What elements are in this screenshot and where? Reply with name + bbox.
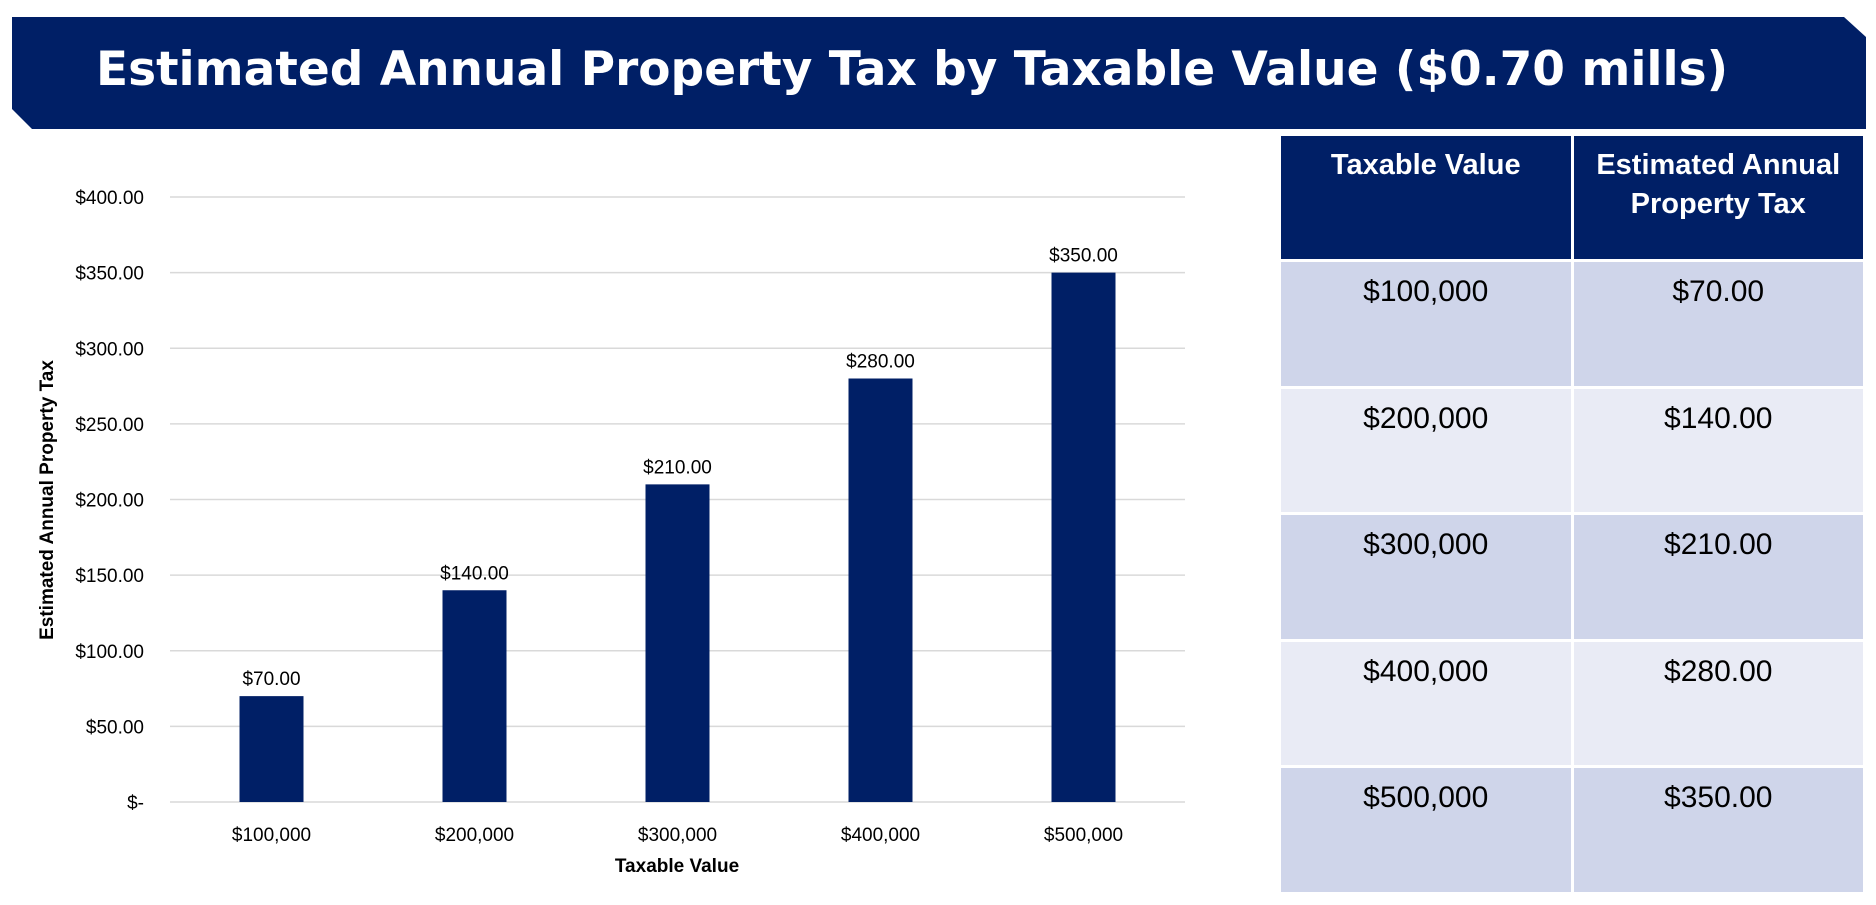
y-tick-label: $250.00 xyxy=(75,415,144,436)
y-tick-label: $150.00 xyxy=(75,566,144,587)
header-taxable-value: Taxable Value xyxy=(1278,133,1574,262)
y-tick-label: $- xyxy=(127,793,144,814)
y-axis-title: Estimated Annual Property Tax xyxy=(37,360,58,640)
y-axis-ticks: $- $50.00 $100.00 $150.00 $200.00 $250.00 $300… xyxy=(75,188,144,814)
y-tick-label: $50.00 xyxy=(86,717,144,738)
title-banner: Estimated Annual Property Tax by Taxable… xyxy=(12,17,1866,129)
bar xyxy=(848,378,913,802)
cell-estimated-tax: $70.00 xyxy=(1570,259,1866,389)
data-label: $210.00 xyxy=(643,457,712,478)
table-row: $100,000 $70.00 xyxy=(1278,259,1866,389)
data-label: $280.00 xyxy=(846,352,915,373)
y-tick-label: $350.00 xyxy=(75,264,144,285)
y-tick-label: $200.00 xyxy=(75,491,144,512)
x-tick-label: $200,000 xyxy=(435,825,514,846)
x-tick-label: $500,000 xyxy=(1044,825,1123,846)
header-estimated-tax: Estimated Annual Property Tax xyxy=(1570,133,1866,262)
bar xyxy=(239,696,304,802)
table-row: $400,000 $280.00 xyxy=(1278,638,1866,769)
cell-taxable-value: $500,000 xyxy=(1278,765,1574,895)
bar xyxy=(442,590,507,802)
cell-estimated-tax: $210.00 xyxy=(1570,512,1866,642)
chart-data-labels: $70.00 $140.00 $210.00 $280.00 $350.00 xyxy=(242,246,1117,691)
x-tick-label: $300,000 xyxy=(638,825,717,846)
x-axis-ticks: $100,000 $200,000 $300,000 $400,000 $500,000 xyxy=(232,825,1123,846)
tax-table-container: Taxable Value Estimated Annual Property … xyxy=(1278,133,1866,895)
y-tick-label: $400.00 xyxy=(75,188,144,209)
cell-taxable-value: $100,000 xyxy=(1278,259,1574,389)
table-row: $200,000 $140.00 xyxy=(1278,385,1866,516)
cell-taxable-value: $200,000 xyxy=(1278,385,1574,516)
y-tick-label: $100.00 xyxy=(75,642,144,663)
y-tick-label: $300.00 xyxy=(75,339,144,360)
page-title: Estimated Annual Property Tax by Taxable… xyxy=(96,42,1729,97)
bar xyxy=(1051,272,1116,802)
tax-table: Taxable Value Estimated Annual Property … xyxy=(1278,133,1866,895)
cell-taxable-value: $400,000 xyxy=(1278,638,1574,769)
x-axis-title: Taxable Value xyxy=(615,856,739,877)
table-row: $300,000 $210.00 xyxy=(1278,512,1866,642)
x-tick-label: $400,000 xyxy=(841,825,920,846)
table-header-row: Taxable Value Estimated Annual Property … xyxy=(1278,133,1866,262)
cell-taxable-value: $300,000 xyxy=(1278,512,1574,642)
cell-estimated-tax: $280.00 xyxy=(1570,638,1866,769)
cell-estimated-tax: $140.00 xyxy=(1570,385,1866,516)
bar xyxy=(645,484,710,802)
data-label: $350.00 xyxy=(1049,246,1118,267)
data-label: $140.00 xyxy=(440,563,509,584)
bar-chart: $- $50.00 $100.00 $150.00 $200.00 $250.00 $300… xyxy=(37,188,1185,877)
chart-bars xyxy=(239,272,1116,802)
table-row: $500,000 $350.00 xyxy=(1278,765,1866,895)
cell-estimated-tax: $350.00 xyxy=(1570,765,1866,895)
data-label: $70.00 xyxy=(242,669,300,690)
x-tick-label: $100,000 xyxy=(232,825,311,846)
